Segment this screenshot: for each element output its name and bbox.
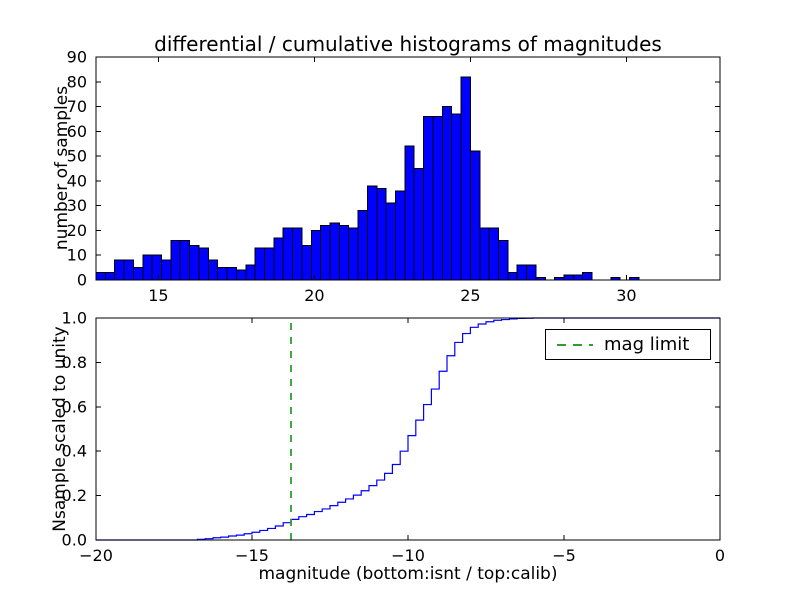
y-tick-label: 0.2: [62, 486, 87, 505]
histogram-bar: [432, 115, 443, 281]
histogram-bar: [95, 272, 106, 281]
histogram-bar: [441, 106, 453, 281]
y-tick-label: 1.0: [62, 309, 87, 328]
histogram-bar: [151, 254, 163, 281]
histogram-bar: [563, 274, 574, 281]
x-tick-label: 0: [715, 546, 725, 565]
histogram-bar: [404, 145, 415, 281]
histogram-bar: [104, 272, 116, 281]
histogram-bar: [516, 264, 528, 281]
y-tick-label: 40: [67, 171, 87, 190]
cumulative-step-line: [96, 317, 720, 541]
histogram-bar: [254, 247, 265, 281]
y-tick-label: 20: [67, 221, 87, 240]
histogram-bar: [479, 227, 490, 281]
histogram-bar: [273, 237, 284, 281]
histogram-bar: [507, 272, 518, 281]
histogram-bar: [357, 210, 368, 281]
histogram-bar: [395, 190, 406, 281]
y-tick-label: 0.4: [62, 442, 87, 461]
histogram-bar: [572, 274, 584, 281]
histogram-bar: [366, 185, 378, 281]
histogram-bar: [114, 259, 125, 281]
x-tick-label: −5: [552, 546, 576, 565]
histogram-bar: [338, 224, 350, 281]
y-tick-label: 10: [67, 246, 87, 265]
histogram-bar: [235, 269, 247, 281]
legend-label: mag limit: [604, 334, 690, 355]
histogram-bar: [497, 239, 509, 281]
histogram-bar: [413, 168, 425, 281]
histogram-bar: [207, 259, 219, 281]
top-y-axis-label: number of samples: [52, 85, 72, 251]
histogram-bar: [292, 227, 303, 281]
y-tick-label: 0.0: [62, 531, 87, 550]
legend-dash-sample: [557, 343, 593, 346]
histogram-bar: [142, 254, 153, 281]
bottom-y-axis-label: Nsample scaled to unity: [50, 326, 70, 532]
histogram-bar: [488, 227, 499, 281]
histogram-bar: [301, 244, 312, 281]
x-tick-label: 25: [460, 286, 480, 305]
histogram-bar: [526, 264, 537, 281]
x-tick-label: 30: [616, 286, 636, 305]
y-tick-label: 80: [67, 72, 87, 91]
histogram-bar: [245, 264, 256, 281]
histogram-bar: [376, 187, 387, 281]
histogram-bar: [123, 259, 134, 281]
histogram-bar: [217, 267, 228, 281]
y-tick-label: 0: [77, 271, 87, 290]
histogram-bar: [189, 244, 200, 281]
x-tick-label: −15: [235, 546, 269, 565]
axes-frame: [95, 56, 721, 281]
histogram-bar: [385, 202, 397, 281]
x-tick-label: −10: [391, 546, 425, 565]
histogram-bar: [451, 113, 462, 281]
y-tick-label: 50: [67, 147, 87, 166]
histogram-bar: [161, 259, 172, 281]
histogram-bar: [310, 229, 322, 281]
histogram-bar: [170, 239, 181, 281]
histogram-bar: [226, 267, 237, 281]
histogram-bar: [179, 239, 191, 281]
histogram-bar: [320, 224, 331, 281]
histogram-bar: [198, 247, 209, 281]
y-tick-label: 70: [67, 97, 87, 116]
histogram-bar: [582, 272, 593, 281]
x-tick-label: 15: [148, 286, 168, 305]
x-axis-label: magnitude (bottom:isnt / top:calib): [258, 564, 558, 584]
histogram-bar: [348, 227, 359, 281]
histogram-bar: [469, 150, 481, 281]
legend: mag limit: [545, 329, 711, 360]
y-tick-label: 90: [67, 48, 87, 67]
histogram-bar: [263, 247, 275, 281]
histogram-bar: [423, 115, 434, 281]
y-tick-label: 0.6: [62, 397, 87, 416]
x-tick-label: 20: [304, 286, 324, 305]
y-tick-label: 60: [67, 122, 87, 141]
y-tick-label: 0.8: [62, 353, 87, 372]
y-tick-label: 30: [67, 196, 87, 215]
axes-frame: [95, 317, 721, 541]
chart-title: differential / cumulative histograms of …: [154, 32, 662, 56]
histogram-bar: [282, 227, 294, 281]
histogram-bar: [132, 267, 144, 281]
x-tick-label: −20: [79, 546, 113, 565]
histogram-bar: [460, 76, 471, 281]
histogram-bar: [329, 222, 340, 281]
